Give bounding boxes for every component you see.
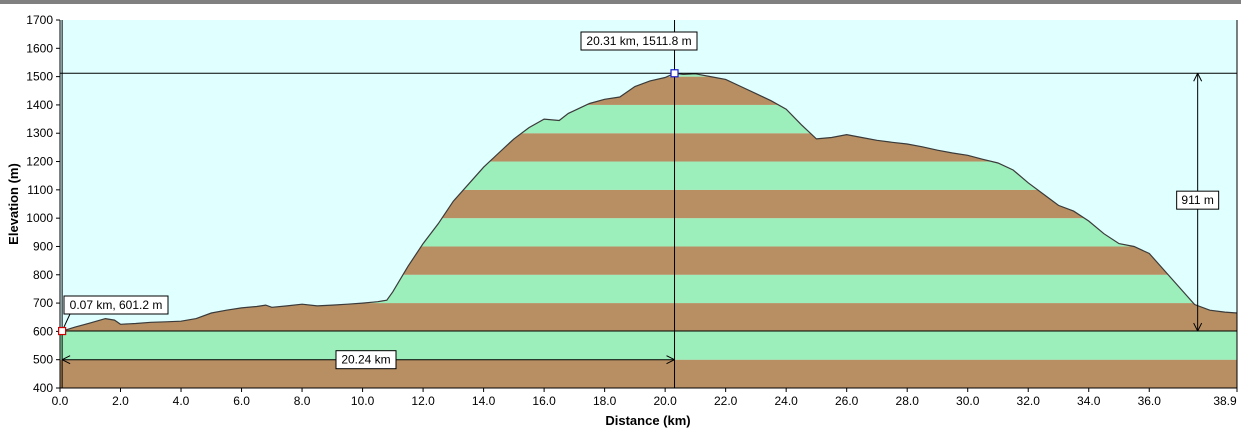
- axes: [59, 20, 1238, 389]
- y-tick-label: 1400: [26, 98, 53, 112]
- callouts: 0.07 km, 601.2 m 20.31 km, 1511.8 m 20.24 …: [58, 31, 1220, 370]
- x-tick-label: 0.0: [52, 394, 69, 408]
- reference-lines: [60, 20, 1237, 388]
- x-axis-title: Distance (km): [605, 413, 690, 428]
- x-tick-label: 4.0: [173, 394, 190, 408]
- elevation-gain-label-text: 911 m: [1181, 193, 1213, 207]
- y-tick-label: 1600: [26, 41, 53, 55]
- y-tick-label: 1000: [26, 211, 53, 225]
- y-tick-label: 800: [33, 268, 53, 282]
- y-tick-label: 1100: [27, 183, 53, 197]
- elevation-gain-arrow-top: [1193, 73, 1203, 82]
- y-tick-label: 700: [33, 296, 53, 310]
- y-tick-label: 1200: [26, 155, 53, 169]
- y-tick-label: 1500: [26, 70, 53, 84]
- elevation-gain-arrow-bottom: [1193, 322, 1203, 332]
- x-tick-label: 38.9: [1213, 394, 1237, 408]
- x-tick-label: 20.0: [653, 394, 677, 408]
- y-tick-label: 400: [33, 381, 53, 395]
- x-tick-label: 36.0: [1138, 394, 1162, 408]
- elevation-band: [60, 303, 1237, 332]
- peak-label-text: 20.31 km, 1511.8 m: [586, 34, 691, 48]
- distance-arrow-left: [61, 355, 71, 365]
- distance-label-text: 20.24 km: [341, 353, 390, 367]
- x-tick-label: 34.0: [1077, 394, 1101, 408]
- y-tick-label: 1300: [26, 126, 53, 140]
- x-tick-label: 2.0: [112, 394, 129, 408]
- x-tick-label: 16.0: [532, 394, 556, 408]
- elevation-profile-chart: 0.0 2.0 4.0 6.0 8.0 10.0 12.0 14.0 16.0 18.0 20.0 2…: [6, 13, 1238, 428]
- x-tick-label: 12.0: [411, 394, 435, 408]
- x-tick-label: 14.0: [472, 394, 496, 408]
- y-axis-title: Elevation (m): [6, 163, 21, 245]
- elevation-band: [60, 331, 1237, 360]
- x-tick-label: 18.0: [593, 394, 617, 408]
- y-axis-ticks: 400 500 600 700 800 900 1000 1100 1200 1300 1400 15…: [26, 13, 60, 395]
- x-tick-label: 22.0: [714, 394, 738, 408]
- distance-arrow-right: [666, 355, 675, 365]
- distance-label-box: [335, 350, 397, 370]
- peak-label-box: [580, 31, 698, 51]
- elevation-band: [60, 359, 1237, 388]
- x-tick-label: 10.0: [351, 394, 375, 408]
- x-axis-ticks: 0.0 2.0 4.0 6.0 8.0 10.0 12.0 14.0 16.0 18.0 20.0 2…: [52, 388, 1238, 408]
- y-tick-label: 1700: [26, 13, 53, 27]
- y-tick-label: 600: [33, 324, 53, 338]
- profile-line: [61, 72, 1238, 332]
- x-tick-label: 24.0: [774, 394, 798, 408]
- peak-marker: [670, 69, 679, 78]
- start-label-text: 0.07 km, 601.2 m: [70, 298, 163, 312]
- x-tick-label: 28.0: [896, 394, 920, 408]
- y-tick-label: 500: [33, 353, 53, 367]
- y-tick-label: 900: [33, 239, 53, 253]
- x-tick-label: 8.0: [294, 394, 311, 408]
- start-marker: [58, 326, 67, 336]
- x-tick-label: 26.0: [835, 394, 859, 408]
- start-label-box: [63, 295, 169, 315]
- x-tick-label: 32.0: [1017, 394, 1041, 408]
- x-tick-label: 6.0: [233, 394, 250, 408]
- x-tick-label: 30.0: [956, 394, 980, 408]
- elevation-gain-label-box: [1176, 190, 1220, 210]
